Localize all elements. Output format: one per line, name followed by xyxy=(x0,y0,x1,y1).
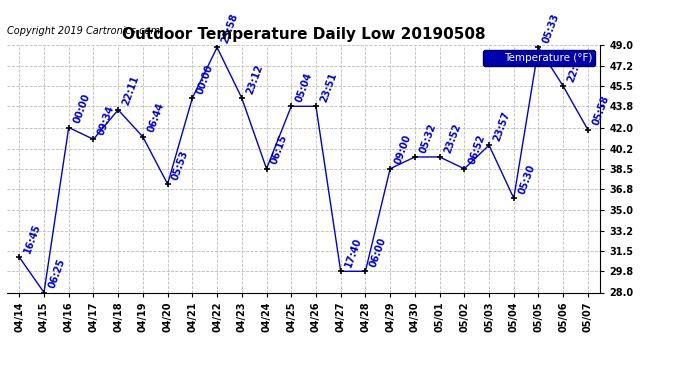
Text: 05:58: 05:58 xyxy=(591,94,611,127)
Text: 22:53: 22:53 xyxy=(566,51,586,84)
Text: 05:30: 05:30 xyxy=(517,163,537,195)
Text: 06:25: 06:25 xyxy=(47,257,67,290)
Text: 23:12: 23:12 xyxy=(244,63,264,95)
Text: 06:00: 06:00 xyxy=(368,236,388,268)
Text: 05:33: 05:33 xyxy=(541,12,561,45)
Text: 09:00: 09:00 xyxy=(393,134,413,166)
Text: 09:34: 09:34 xyxy=(96,104,116,136)
Text: 05:04: 05:04 xyxy=(294,71,314,104)
Text: 00:00: 00:00 xyxy=(72,92,92,125)
Text: 05:32: 05:32 xyxy=(417,122,437,154)
Text: 06:52: 06:52 xyxy=(467,134,487,166)
Text: 17:40: 17:40 xyxy=(344,236,364,268)
Text: 06:15: 06:15 xyxy=(269,134,289,166)
Text: 06:44: 06:44 xyxy=(146,102,166,134)
Text: 22:11: 22:11 xyxy=(121,75,141,107)
Text: 23:57: 23:57 xyxy=(492,110,512,142)
Text: 00:00: 00:00 xyxy=(195,63,215,95)
Text: 16:45: 16:45 xyxy=(22,222,42,254)
Text: 05:53: 05:53 xyxy=(170,149,190,181)
Legend: Temperature (°F): Temperature (°F) xyxy=(483,50,595,66)
Text: Copyright 2019 Cartronics.com: Copyright 2019 Cartronics.com xyxy=(7,26,160,36)
Text: 23:58: 23:58 xyxy=(220,12,240,45)
Text: 23:52: 23:52 xyxy=(442,122,462,154)
Text: 23:51: 23:51 xyxy=(319,71,339,104)
Title: Outdoor Temperature Daily Low 20190508: Outdoor Temperature Daily Low 20190508 xyxy=(122,27,485,42)
